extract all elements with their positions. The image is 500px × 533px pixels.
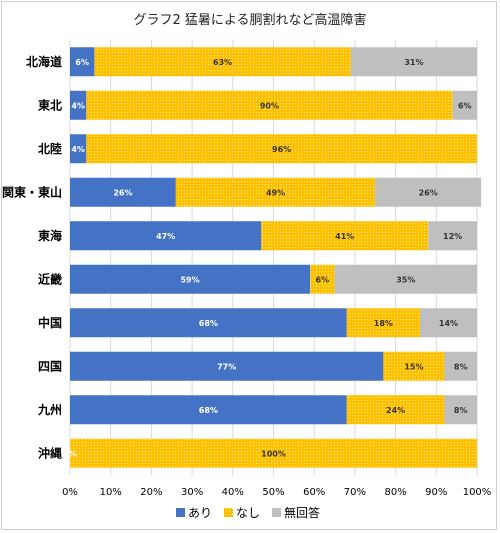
category-label: 関東・東山 <box>2 184 62 199</box>
category-label: 近畿 <box>38 271 62 286</box>
bar-nashi <box>346 308 421 338</box>
bar-ari <box>70 134 87 164</box>
data-label: 18% <box>374 319 393 328</box>
bar-nashi <box>86 90 453 120</box>
legend-label: 無回答 <box>284 505 320 520</box>
bar-ari <box>70 90 87 120</box>
x-tick-labels: 0% 10% 20% 30% 40% 50% 60% 70% 80% 90% 100% <box>62 487 491 498</box>
data-label: 6% <box>75 58 89 67</box>
data-label: 0% <box>63 449 77 458</box>
bar-ari <box>70 221 262 251</box>
data-label: 63% <box>213 58 232 67</box>
legend-label: あり <box>188 506 212 520</box>
data-label: 35% <box>396 275 415 284</box>
bar-nashi <box>175 177 376 207</box>
category-label: 沖縄 <box>38 445 62 460</box>
data-label: 59% <box>180 275 199 284</box>
data-label: 90% <box>260 101 279 110</box>
bar-nashi <box>383 351 445 381</box>
bar-nashi <box>261 221 429 251</box>
bar-mukaito <box>350 47 477 77</box>
data-label: 12% <box>443 232 462 241</box>
x-tick-label: 40% <box>222 487 244 498</box>
legend-label: なし <box>236 506 260 520</box>
legend: あり なし 無回答 <box>176 505 320 520</box>
data-label: 15% <box>404 362 423 371</box>
category-label: 四国 <box>38 359 62 373</box>
data-label: 4% <box>71 145 85 154</box>
data-label: 8% <box>454 362 468 371</box>
data-label: 6% <box>458 101 472 110</box>
legend-swatch <box>272 508 281 517</box>
bar-mukaito <box>375 177 482 207</box>
bar-mukaito <box>334 264 477 294</box>
x-tick-label: 60% <box>303 487 325 498</box>
data-labels: 6% 63% 31% 4% 90% 6% 4% 96% 26% 49% 26% 47% 41% 12% 59… <box>63 58 471 459</box>
data-label: 41% <box>335 232 354 241</box>
bar-mukaito <box>452 90 477 120</box>
x-tick-label: 90% <box>425 487 447 498</box>
legend-swatch <box>224 508 233 517</box>
x-tick-label: 70% <box>344 487 366 498</box>
category-label: 北陸 <box>38 141 62 156</box>
data-label: 4% <box>71 101 85 110</box>
category-label: 東海 <box>38 228 62 243</box>
data-label: 77% <box>217 362 236 371</box>
legend-swatch <box>176 508 185 517</box>
bar-mukaito <box>428 221 477 251</box>
x-tick-label: 80% <box>384 487 406 498</box>
data-label: 96% <box>272 145 291 154</box>
bar-nashi <box>94 47 351 77</box>
data-label: 31% <box>404 58 423 67</box>
bar-nashi <box>86 134 477 164</box>
bar-ari <box>70 351 384 381</box>
x-tick-label: 30% <box>181 487 203 498</box>
data-label: 26% <box>419 188 438 197</box>
bar-ari <box>70 264 311 294</box>
x-tick-label: 50% <box>262 487 284 498</box>
data-label: 47% <box>156 232 175 241</box>
x-tick-label: 0% <box>62 487 78 498</box>
x-tick-label: 100% <box>463 487 492 498</box>
category-label: 九州 <box>37 402 62 417</box>
data-label: 14% <box>439 319 458 328</box>
bar-nashi <box>310 264 335 294</box>
x-tick-label: 20% <box>140 487 162 498</box>
data-label: 68% <box>199 406 218 415</box>
bar-mukaito <box>420 308 477 338</box>
bar-mukaito <box>444 351 477 381</box>
bar-nashi <box>346 395 445 425</box>
data-label: 6% <box>316 275 330 284</box>
data-label: 26% <box>113 188 132 197</box>
chart-title: グラフ2 猛暑による胴割れなど高温障害 <box>133 12 366 28</box>
data-label: 49% <box>266 188 285 197</box>
bar-ari <box>70 177 176 207</box>
data-label: 24% <box>386 406 405 415</box>
bar-ari <box>70 47 95 77</box>
bars <box>70 47 482 468</box>
category-label: 東北 <box>38 97 62 112</box>
data-label: 68% <box>199 319 218 328</box>
category-label: 中国 <box>38 315 62 330</box>
bar-mukaito <box>444 395 477 425</box>
bar-nashi <box>70 438 477 468</box>
data-label: 8% <box>454 406 468 415</box>
bar-ari <box>70 395 347 425</box>
category-label: 北海道 <box>26 54 62 69</box>
bar-ari <box>70 308 347 338</box>
x-tick-label: 10% <box>100 487 122 498</box>
data-label: 100% <box>261 449 286 458</box>
